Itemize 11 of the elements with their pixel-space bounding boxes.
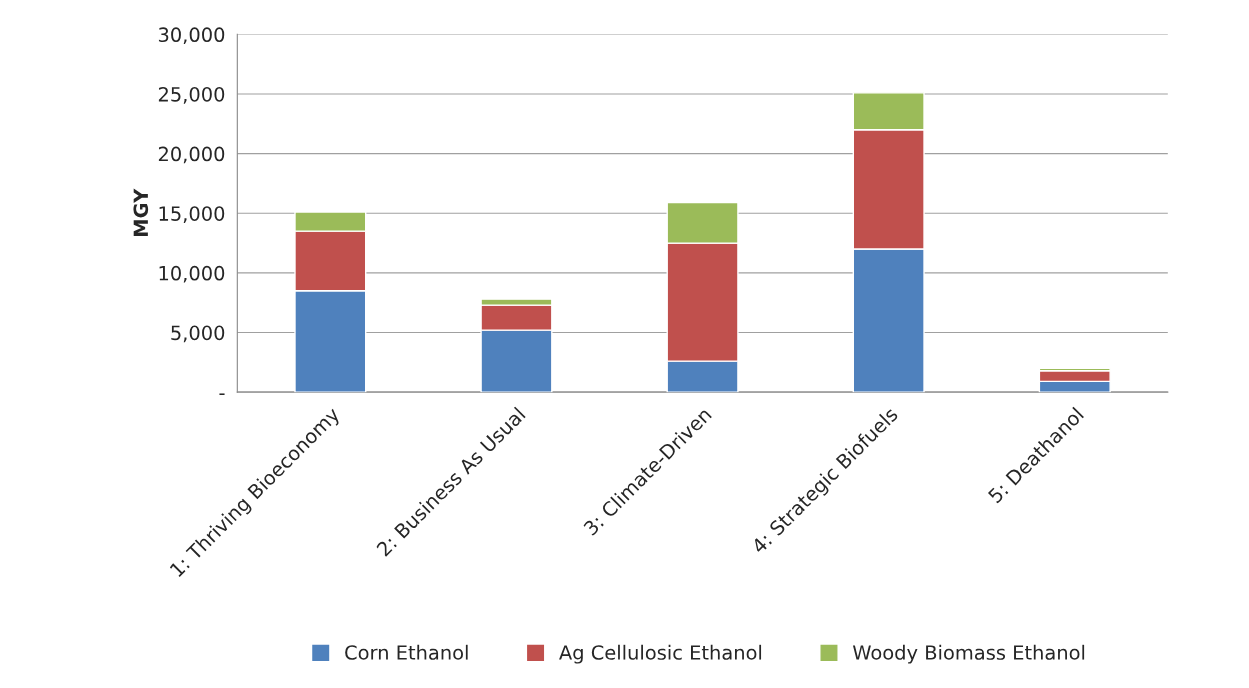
legend-label: Ag Cellulosic Ethanol [559,644,762,664]
y-tick-label: - [219,393,225,395]
y-tick-label: 5,000 [171,325,225,343]
legend-label: Woody Biomass Ethanol [852,644,1085,664]
y-tick-label: 10,000 [159,265,225,283]
y-tick-label: 25,000 [158,86,225,104]
y-tick-label: 30,000 [158,27,225,45]
y-axis-title: MGY [133,188,149,236]
y-tick-label: 20,000 [158,146,225,164]
legend-label: Corn Ethanol [345,644,468,660]
y-tick-label: 15,000 [159,206,225,223]
